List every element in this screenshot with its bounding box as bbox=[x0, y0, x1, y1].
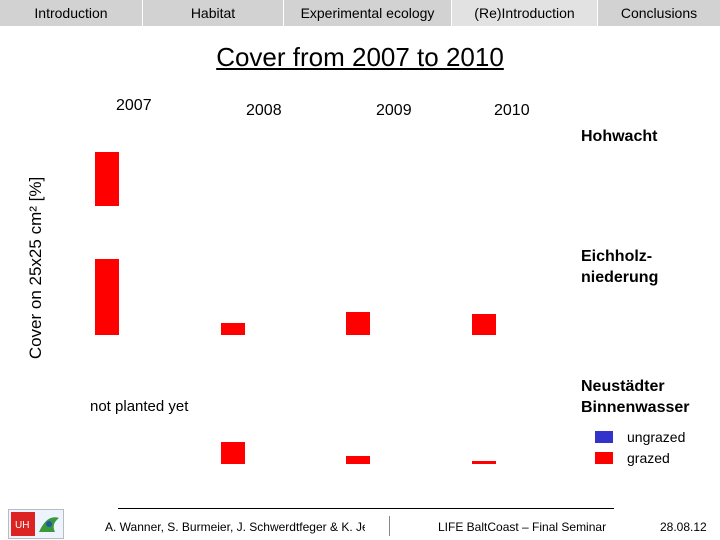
legend-swatch-ungrazed bbox=[595, 431, 613, 443]
year-label-2010: 2010 bbox=[494, 102, 530, 119]
y-axis-label: Cover on 25x25 cm² [%] bbox=[26, 176, 45, 360]
legend-label-grazed: grazed bbox=[627, 450, 670, 466]
bar-eichholzniederung-2010 bbox=[472, 314, 496, 335]
year-label-2007: 2007 bbox=[116, 97, 152, 114]
top-navigation: Introduction Habitat Experimental ecolog… bbox=[0, 0, 720, 26]
tab-introduction[interactable]: Introduction bbox=[0, 0, 143, 26]
bar-eichholzniederung-2008 bbox=[221, 323, 245, 335]
not-planted-note: not planted yet bbox=[90, 398, 189, 415]
year-label-2008: 2008 bbox=[246, 102, 282, 119]
site-label-eichholzniederung: Eichholz-niederung bbox=[581, 248, 659, 286]
tab-reintroduction[interactable]: (Re)Introduction bbox=[452, 0, 598, 26]
slide-title: Cover from 2007 to 2010 bbox=[216, 42, 504, 72]
site-label-neustaedter-binnenwasser: Neustädter Binnenwasser bbox=[581, 378, 690, 416]
footer-divider bbox=[118, 508, 614, 509]
tab-habitat[interactable]: Habitat bbox=[143, 0, 284, 26]
footer-authors: A. Wanner, S. Burmeier, J. Schwerdtfeger… bbox=[105, 520, 365, 534]
tab-experimental-ecology[interactable]: Experimental ecology bbox=[284, 0, 452, 26]
svg-text:UH: UH bbox=[15, 520, 29, 531]
footer-date: 28.08.12 bbox=[660, 520, 707, 534]
university-logo: UH bbox=[8, 509, 64, 539]
site-label-hohwacht: Hohwacht bbox=[581, 128, 658, 145]
bar-eichholzniederung-2007 bbox=[95, 259, 119, 335]
bar-neustaedter-2008 bbox=[221, 442, 245, 464]
bar-neustaedter-2010 bbox=[472, 461, 496, 464]
bar-eichholzniederung-2009 bbox=[346, 312, 370, 335]
footer-separator bbox=[389, 516, 390, 536]
tab-conclusions[interactable]: Conclusions bbox=[598, 0, 720, 26]
year-label-2009: 2009 bbox=[376, 102, 412, 119]
legend-swatch-grazed bbox=[595, 452, 613, 464]
footer-event: LIFE BaltCoast – Final Seminar bbox=[438, 520, 607, 534]
bar-neustaedter-2009 bbox=[346, 456, 370, 464]
legend-label-ungrazed: ungrazed bbox=[627, 429, 686, 445]
bar-hohwacht-2007 bbox=[95, 152, 119, 206]
